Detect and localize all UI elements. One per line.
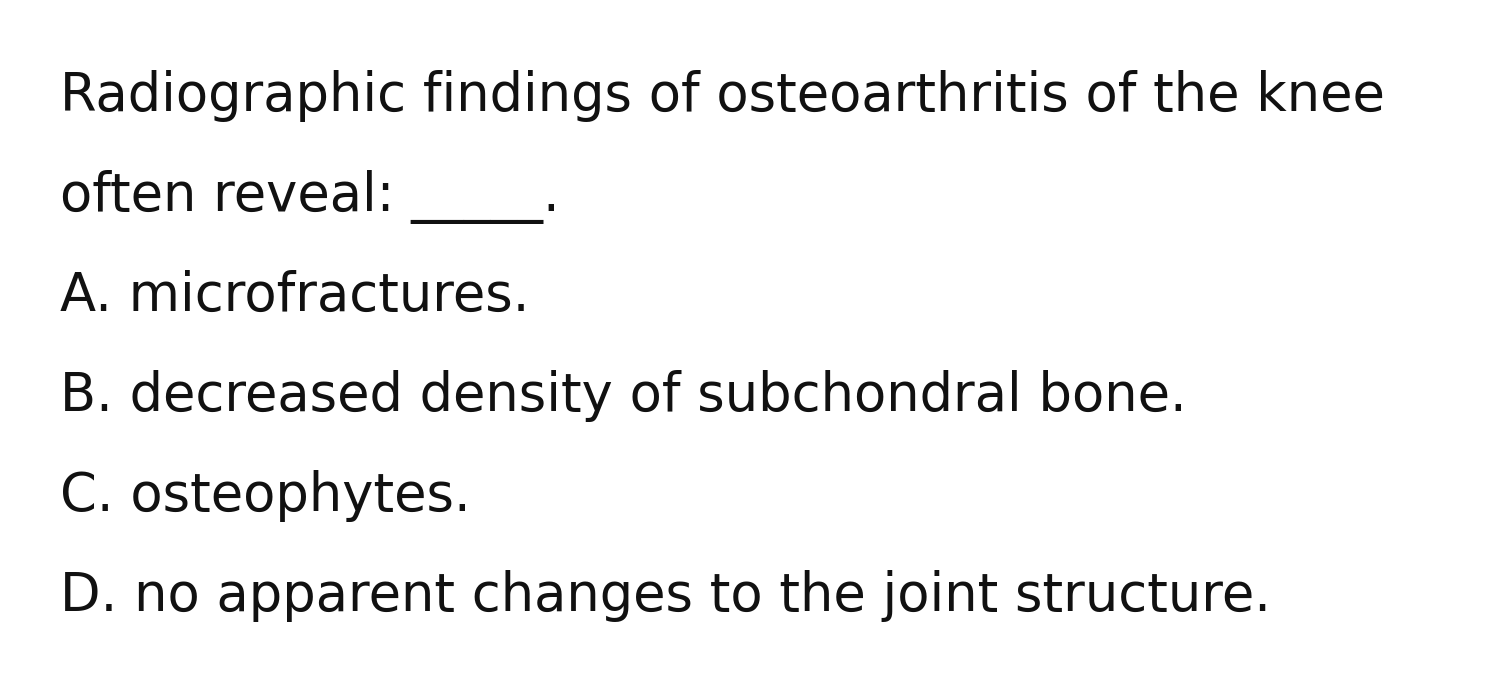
Text: B. decreased density of subchondral bone.: B. decreased density of subchondral bone… [60,370,1186,422]
Text: C. osteophytes.: C. osteophytes. [60,470,471,522]
Text: often reveal: _____.: often reveal: _____. [60,170,560,224]
Text: A. microfractures.: A. microfractures. [60,270,530,322]
Text: Radiographic findings of osteoarthritis of the knee: Radiographic findings of osteoarthritis … [60,70,1384,122]
Text: D. no apparent changes to the joint structure.: D. no apparent changes to the joint stru… [60,570,1270,622]
